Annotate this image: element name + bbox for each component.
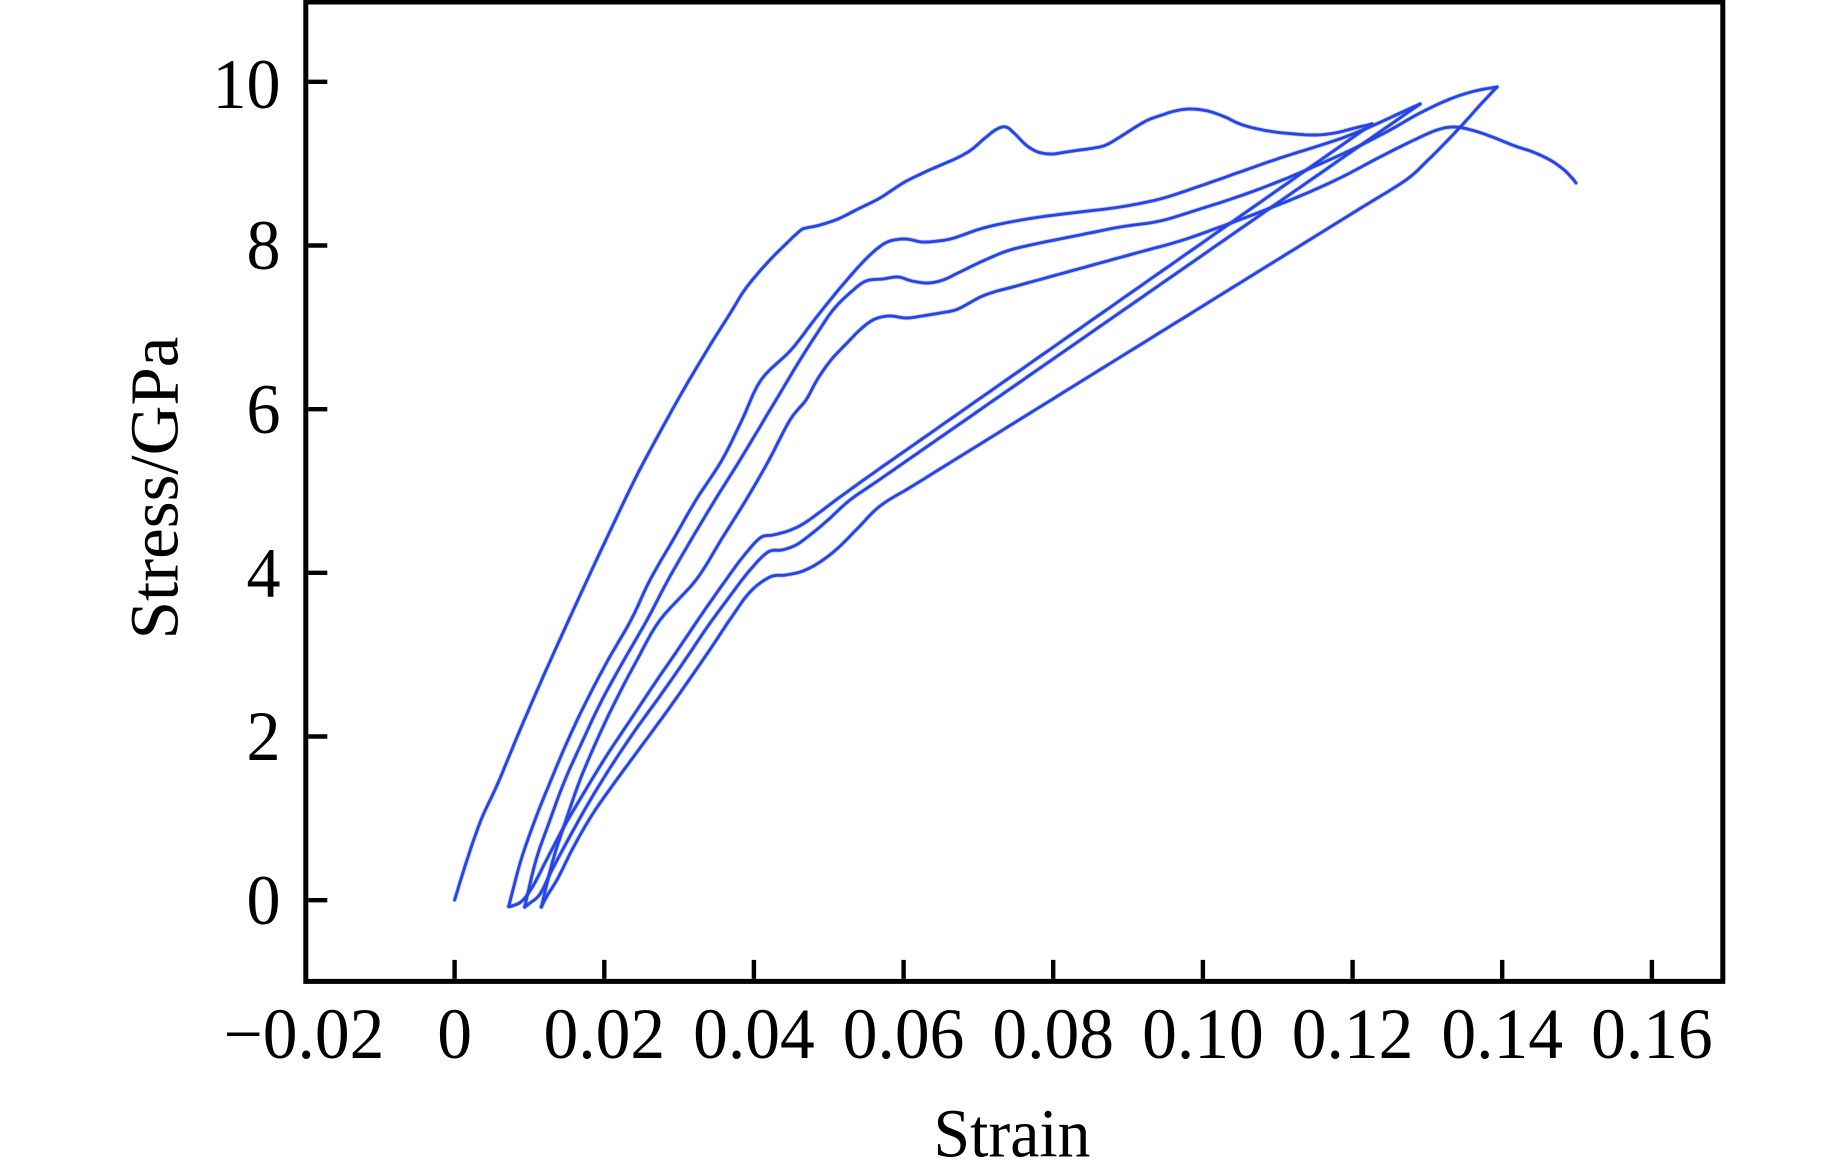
svg-text:8: 8 (247, 207, 281, 286)
svg-text:0.12: 0.12 (1292, 995, 1414, 1074)
svg-text:6: 6 (247, 371, 281, 450)
svg-text:4: 4 (247, 534, 281, 613)
svg-text:0.08: 0.08 (992, 995, 1114, 1074)
svg-text:Strain: Strain (934, 1095, 1091, 1172)
svg-text:2: 2 (247, 698, 281, 777)
svg-text:0: 0 (437, 995, 472, 1074)
svg-text:0.02: 0.02 (543, 995, 665, 1074)
svg-text:−0.02: −0.02 (224, 995, 385, 1074)
svg-text:0.10: 0.10 (1142, 995, 1264, 1074)
svg-text:0: 0 (247, 862, 281, 941)
svg-text:Stress/GPa: Stress/GPa (117, 337, 193, 640)
svg-text:0.16: 0.16 (1591, 995, 1713, 1074)
svg-text:0.04: 0.04 (693, 995, 815, 1074)
svg-text:0.14: 0.14 (1441, 995, 1563, 1074)
svg-text:0.06: 0.06 (843, 995, 965, 1074)
svg-text:10: 10 (213, 46, 281, 125)
